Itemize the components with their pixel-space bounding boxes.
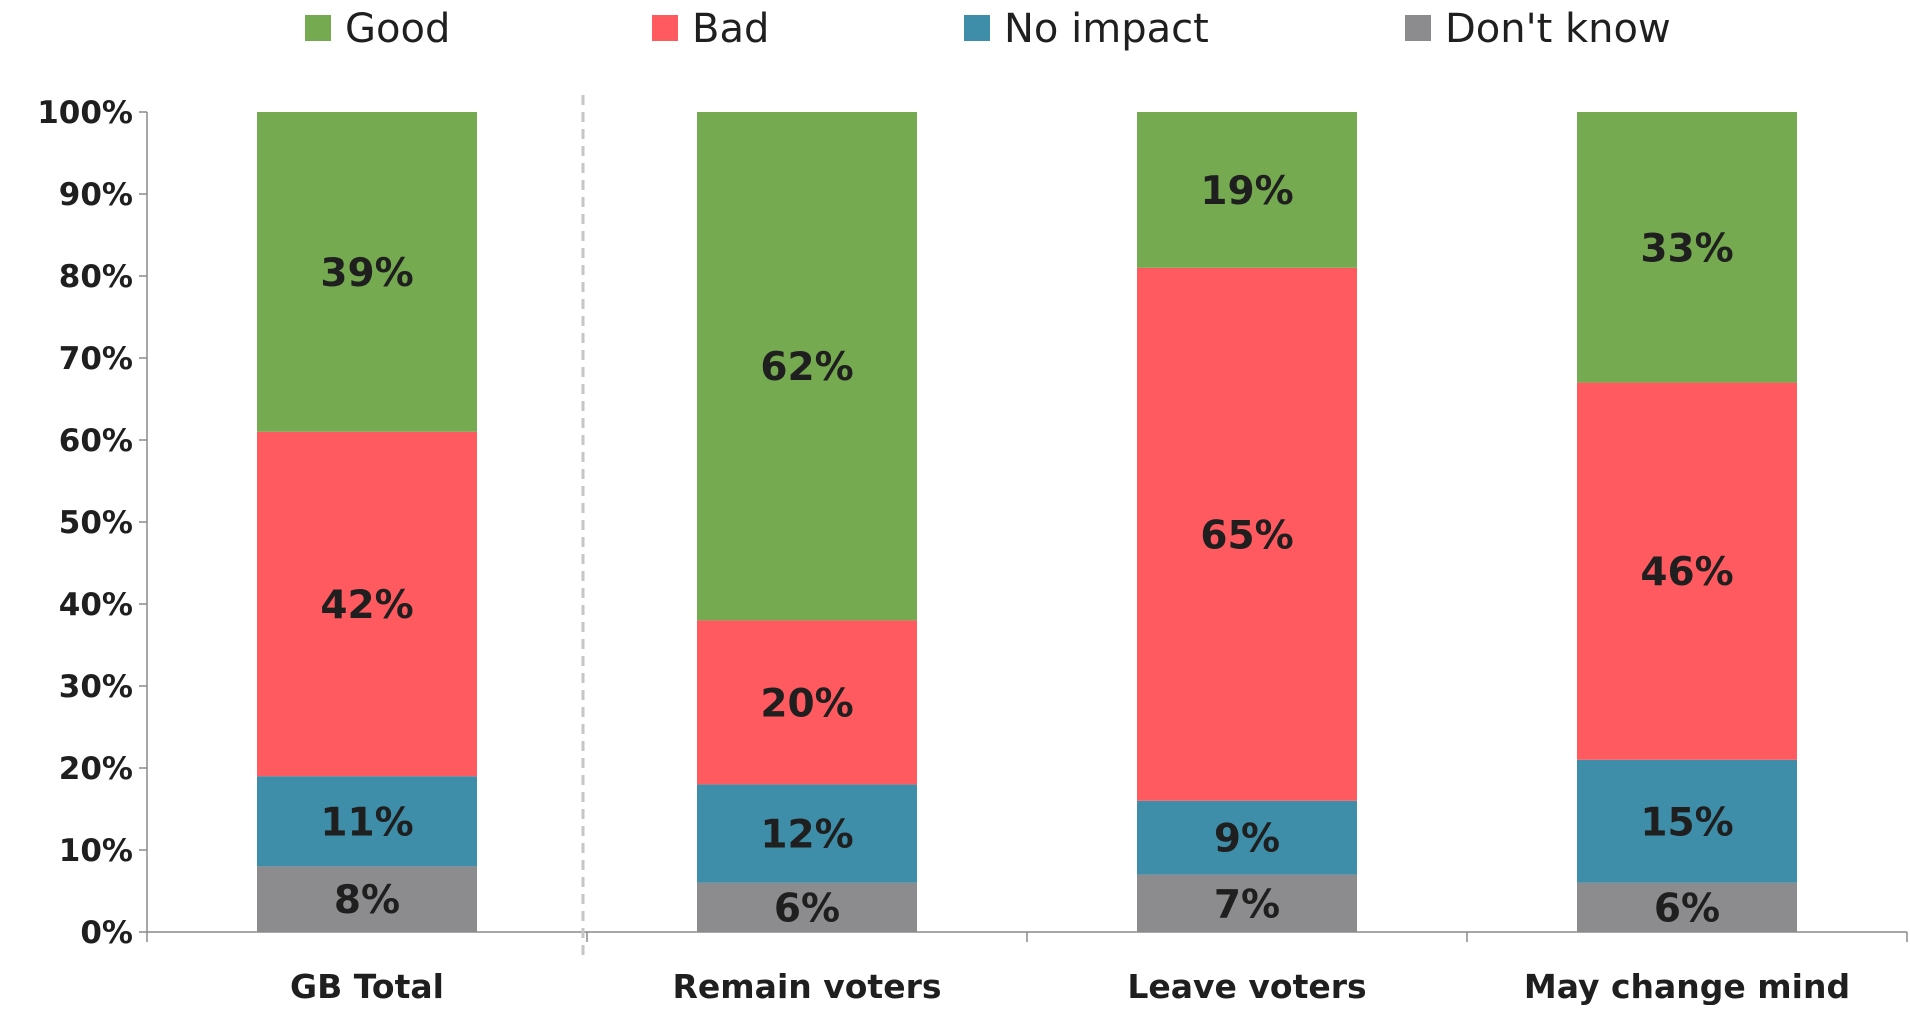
data-label-gb-total-good: 39%	[320, 251, 413, 296]
legend-label-bad: Bad	[692, 6, 769, 52]
legend-label-good: Good	[345, 6, 450, 52]
data-label-may-change-mind-no-impact: 15%	[1640, 800, 1733, 845]
data-label-may-change-mind-good: 33%	[1640, 226, 1733, 271]
y-tick-label: 80%	[59, 259, 133, 295]
bar-leave-voters-no-impact	[1137, 800, 1357, 875]
y-tick-label: 50%	[59, 505, 133, 541]
legend-label-don-t-know: Don't know	[1445, 6, 1671, 52]
y-tick-label: 10%	[59, 833, 133, 869]
bar-remain-voters-bad	[697, 620, 917, 785]
data-label-leave-voters-good: 19%	[1200, 169, 1293, 214]
y-tick-label: 20%	[59, 751, 133, 787]
bar-may-change-mind-no-impact	[1577, 759, 1797, 883]
data-label-leave-voters-no-impact: 9%	[1214, 817, 1280, 862]
data-label-gb-total-no-impact: 11%	[320, 800, 413, 845]
data-label-remain-voters-bad: 20%	[760, 681, 853, 726]
x-category-label: May change mind	[1524, 967, 1850, 1005]
bar-leave-voters-good	[1137, 112, 1357, 268]
data-label-gb-total-bad: 42%	[320, 583, 413, 628]
y-tick-label: 40%	[59, 587, 133, 623]
y-tick-label: 0%	[80, 915, 133, 951]
legend-swatch-bad	[652, 15, 678, 41]
legend-label-no-impact: No impact	[1004, 6, 1209, 52]
data-label-leave-voters-don-t-know: 7%	[1214, 882, 1280, 927]
y-tick-label: 90%	[59, 177, 133, 213]
legend-swatch-don-t-know	[1405, 15, 1431, 41]
data-label-remain-voters-good: 62%	[760, 345, 853, 390]
y-tick-label: 70%	[59, 341, 133, 377]
legend-swatch-no-impact	[964, 15, 990, 41]
bar-remain-voters-don-t-know	[697, 882, 917, 932]
data-label-may-change-mind-bad: 46%	[1640, 550, 1733, 595]
bar-gb-total-don-t-know	[257, 866, 477, 932]
y-tick-label: 60%	[59, 423, 133, 459]
bar-remain-voters-good	[697, 112, 917, 621]
x-category-label: Leave voters	[1127, 967, 1366, 1005]
bar-may-change-mind-don-t-know	[1577, 882, 1797, 932]
bar-gb-total-good	[257, 112, 477, 432]
x-category-label: Remain voters	[673, 967, 942, 1005]
bar-leave-voters-bad	[1137, 267, 1357, 801]
data-label-gb-total-don-t-know: 8%	[334, 878, 400, 923]
y-tick-label: 100%	[37, 95, 133, 131]
data-label-may-change-mind-don-t-know: 6%	[1654, 886, 1720, 931]
y-tick-label: 30%	[59, 669, 133, 705]
bar-may-change-mind-bad	[1577, 382, 1797, 760]
bar-leave-voters-don-t-know	[1137, 874, 1357, 932]
bar-gb-total-bad	[257, 431, 477, 777]
bar-remain-voters-no-impact	[697, 784, 917, 883]
bar-gb-total-no-impact	[257, 776, 477, 867]
x-category-label: GB Total	[290, 967, 444, 1005]
bar-may-change-mind-good	[1577, 112, 1797, 383]
data-label-leave-voters-bad: 65%	[1200, 513, 1293, 558]
data-label-remain-voters-don-t-know: 6%	[774, 886, 840, 931]
legend-swatch-good	[305, 15, 331, 41]
data-label-remain-voters-no-impact: 12%	[760, 813, 853, 858]
